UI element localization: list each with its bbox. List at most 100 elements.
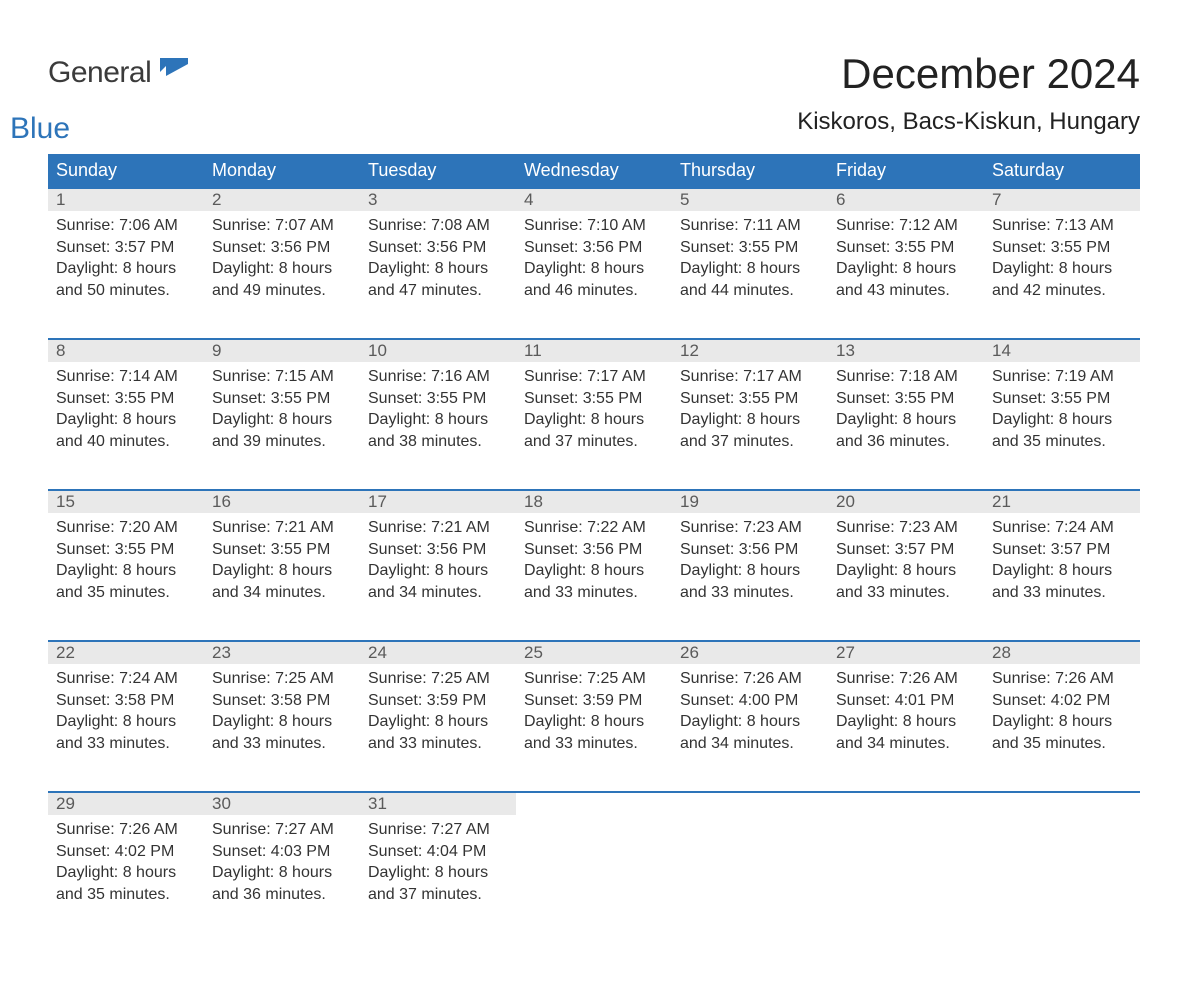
day-cell: Sunrise: 7:06 AMSunset: 3:57 PMDaylight:… bbox=[48, 211, 204, 339]
sunset-text: Sunset: 3:56 PM bbox=[524, 237, 664, 259]
sunrise-text: Sunrise: 7:08 AM bbox=[368, 215, 508, 237]
sunset-text: Sunset: 3:55 PM bbox=[524, 388, 664, 410]
weekday-header: Monday bbox=[204, 154, 360, 188]
sunrise-text: Sunrise: 7:27 AM bbox=[212, 819, 352, 841]
day-cell: Sunrise: 7:12 AMSunset: 3:55 PMDaylight:… bbox=[828, 211, 984, 339]
daylight-text-1: Daylight: 8 hours bbox=[524, 258, 664, 280]
sunset-text: Sunset: 3:55 PM bbox=[680, 237, 820, 259]
sunrise-text: Sunrise: 7:12 AM bbox=[836, 215, 976, 237]
sunrise-text: Sunrise: 7:16 AM bbox=[368, 366, 508, 388]
daylight-text-2: and 37 minutes. bbox=[680, 431, 820, 453]
day-number: 12 bbox=[672, 339, 828, 362]
day-cell: Sunrise: 7:27 AMSunset: 4:04 PMDaylight:… bbox=[360, 815, 516, 943]
sunset-text: Sunset: 4:02 PM bbox=[992, 690, 1132, 712]
day-number: 20 bbox=[828, 490, 984, 513]
sunset-text: Sunset: 3:57 PM bbox=[836, 539, 976, 561]
day-number: 6 bbox=[828, 188, 984, 211]
sunset-text: Sunset: 3:58 PM bbox=[212, 690, 352, 712]
sunset-text: Sunset: 3:56 PM bbox=[212, 237, 352, 259]
sunrise-text: Sunrise: 7:26 AM bbox=[992, 668, 1132, 690]
day-cell: Sunrise: 7:14 AMSunset: 3:55 PMDaylight:… bbox=[48, 362, 204, 490]
sunset-text: Sunset: 3:55 PM bbox=[992, 237, 1132, 259]
sunset-text: Sunset: 3:55 PM bbox=[56, 388, 196, 410]
day-number: 13 bbox=[828, 339, 984, 362]
sunrise-text: Sunrise: 7:26 AM bbox=[836, 668, 976, 690]
daylight-text-1: Daylight: 8 hours bbox=[992, 409, 1132, 431]
day-number: 11 bbox=[516, 339, 672, 362]
daylight-text-1: Daylight: 8 hours bbox=[212, 258, 352, 280]
sunrise-text: Sunrise: 7:27 AM bbox=[368, 819, 508, 841]
sunset-text: Sunset: 4:00 PM bbox=[680, 690, 820, 712]
daylight-text-2: and 35 minutes. bbox=[992, 733, 1132, 755]
daylight-text-1: Daylight: 8 hours bbox=[368, 258, 508, 280]
day-number: 27 bbox=[828, 641, 984, 664]
empty-day-cell bbox=[516, 815, 672, 943]
logo-flag-icon bbox=[160, 65, 188, 82]
day-cell: Sunrise: 7:19 AMSunset: 3:55 PMDaylight:… bbox=[984, 362, 1140, 490]
daylight-text-2: and 44 minutes. bbox=[680, 280, 820, 302]
sunset-text: Sunset: 3:55 PM bbox=[212, 388, 352, 410]
day-number: 25 bbox=[516, 641, 672, 664]
day-cell: Sunrise: 7:21 AMSunset: 3:56 PMDaylight:… bbox=[360, 513, 516, 641]
daylight-text-1: Daylight: 8 hours bbox=[368, 409, 508, 431]
daylight-text-2: and 33 minutes. bbox=[212, 733, 352, 755]
day-cell: Sunrise: 7:23 AMSunset: 3:57 PMDaylight:… bbox=[828, 513, 984, 641]
day-cell: Sunrise: 7:26 AMSunset: 4:00 PMDaylight:… bbox=[672, 664, 828, 792]
empty-day-number bbox=[984, 792, 1140, 815]
day-cell: Sunrise: 7:23 AMSunset: 3:56 PMDaylight:… bbox=[672, 513, 828, 641]
daylight-text-1: Daylight: 8 hours bbox=[680, 258, 820, 280]
day-content-row: Sunrise: 7:06 AMSunset: 3:57 PMDaylight:… bbox=[48, 211, 1140, 339]
daylight-text-1: Daylight: 8 hours bbox=[836, 560, 976, 582]
sunset-text: Sunset: 3:55 PM bbox=[680, 388, 820, 410]
sunrise-text: Sunrise: 7:10 AM bbox=[524, 215, 664, 237]
day-number-row: 22232425262728 bbox=[48, 641, 1140, 664]
sunset-text: Sunset: 4:03 PM bbox=[212, 841, 352, 863]
day-number: 4 bbox=[516, 188, 672, 211]
sunrise-text: Sunrise: 7:26 AM bbox=[680, 668, 820, 690]
day-number: 28 bbox=[984, 641, 1140, 664]
day-number-row: 293031 bbox=[48, 792, 1140, 815]
sunset-text: Sunset: 3:58 PM bbox=[56, 690, 196, 712]
day-cell: Sunrise: 7:25 AMSunset: 3:59 PMDaylight:… bbox=[360, 664, 516, 792]
sunrise-text: Sunrise: 7:23 AM bbox=[836, 517, 976, 539]
day-cell: Sunrise: 7:27 AMSunset: 4:03 PMDaylight:… bbox=[204, 815, 360, 943]
day-number: 5 bbox=[672, 188, 828, 211]
weekday-header: Thursday bbox=[672, 154, 828, 188]
day-number: 2 bbox=[204, 188, 360, 211]
sunrise-text: Sunrise: 7:23 AM bbox=[680, 517, 820, 539]
daylight-text-2: and 38 minutes. bbox=[368, 431, 508, 453]
day-number: 31 bbox=[360, 792, 516, 815]
daylight-text-1: Daylight: 8 hours bbox=[836, 258, 976, 280]
daylight-text-1: Daylight: 8 hours bbox=[680, 409, 820, 431]
sunrise-text: Sunrise: 7:22 AM bbox=[524, 517, 664, 539]
sunrise-text: Sunrise: 7:20 AM bbox=[56, 517, 196, 539]
day-number: 26 bbox=[672, 641, 828, 664]
weekday-header: Sunday bbox=[48, 154, 204, 188]
daylight-text-2: and 37 minutes. bbox=[524, 431, 664, 453]
day-number: 1 bbox=[48, 188, 204, 211]
day-cell: Sunrise: 7:21 AMSunset: 3:55 PMDaylight:… bbox=[204, 513, 360, 641]
sunset-text: Sunset: 3:56 PM bbox=[368, 237, 508, 259]
daylight-text-1: Daylight: 8 hours bbox=[680, 560, 820, 582]
daylight-text-2: and 33 minutes. bbox=[992, 582, 1132, 604]
day-number: 18 bbox=[516, 490, 672, 513]
daylight-text-1: Daylight: 8 hours bbox=[212, 862, 352, 884]
sunrise-text: Sunrise: 7:24 AM bbox=[56, 668, 196, 690]
daylight-text-1: Daylight: 8 hours bbox=[836, 409, 976, 431]
daylight-text-1: Daylight: 8 hours bbox=[56, 711, 196, 733]
daylight-text-2: and 33 minutes. bbox=[836, 582, 976, 604]
weekday-header: Wednesday bbox=[516, 154, 672, 188]
sunset-text: Sunset: 3:57 PM bbox=[56, 237, 196, 259]
day-cell: Sunrise: 7:22 AMSunset: 3:56 PMDaylight:… bbox=[516, 513, 672, 641]
sunset-text: Sunset: 3:55 PM bbox=[836, 388, 976, 410]
logo-text-general: General bbox=[48, 56, 151, 89]
day-cell: Sunrise: 7:17 AMSunset: 3:55 PMDaylight:… bbox=[672, 362, 828, 490]
daylight-text-2: and 39 minutes. bbox=[212, 431, 352, 453]
day-cell: Sunrise: 7:26 AMSunset: 4:02 PMDaylight:… bbox=[984, 664, 1140, 792]
day-number-row: 15161718192021 bbox=[48, 490, 1140, 513]
title-block: December 2024 Kiskoros, Bacs-Kiskun, Hun… bbox=[797, 50, 1140, 150]
daylight-text-1: Daylight: 8 hours bbox=[992, 258, 1132, 280]
day-number: 23 bbox=[204, 641, 360, 664]
day-content-row: Sunrise: 7:20 AMSunset: 3:55 PMDaylight:… bbox=[48, 513, 1140, 641]
daylight-text-2: and 35 minutes. bbox=[56, 582, 196, 604]
